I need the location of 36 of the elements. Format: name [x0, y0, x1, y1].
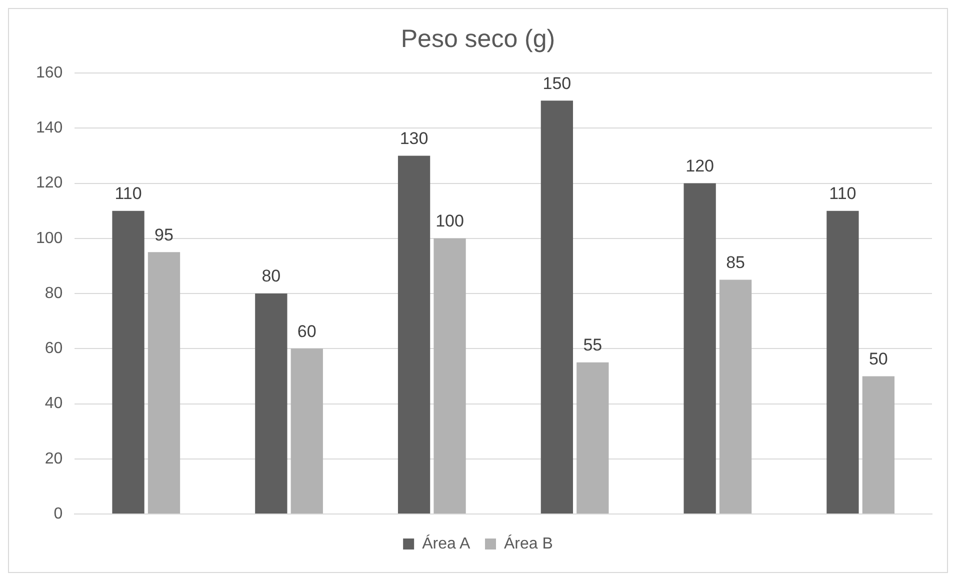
legend-label: Área B: [504, 534, 553, 552]
bar: [719, 280, 752, 514]
data-label: 60: [297, 322, 316, 341]
bar: [290, 348, 323, 514]
bar: [148, 252, 180, 514]
bar: [540, 100, 574, 514]
y-tick-label: 60: [44, 340, 63, 358]
bar: [112, 210, 144, 514]
bar: [398, 156, 430, 514]
y-tick-label: 160: [36, 64, 63, 82]
chart-title: Peso seco (g): [400, 24, 556, 53]
data-label: 130: [400, 128, 428, 148]
data-label: 150: [542, 74, 572, 93]
y-tick-label: 120: [36, 174, 63, 192]
bar: [684, 183, 716, 514]
y-tick-label: 0: [54, 505, 63, 522]
data-label: 55: [583, 336, 602, 355]
bar: [255, 294, 288, 514]
bar: [434, 238, 466, 514]
y-tick-label: 40: [44, 395, 63, 412]
data-label: 110: [114, 184, 142, 203]
y-tick-label: 100: [36, 230, 63, 247]
data-label: 85: [726, 252, 745, 272]
data-label: 120: [686, 156, 714, 176]
data-label: 110: [829, 184, 856, 203]
y-tick-label: 80: [44, 284, 63, 302]
data-label: 50: [868, 349, 888, 368]
bar: [826, 210, 859, 514]
data-label: 100: [436, 212, 464, 231]
legend-label: Área A: [422, 534, 470, 552]
data-label: 95: [154, 225, 174, 244]
y-tick-label: 140: [36, 120, 63, 137]
bar: [576, 362, 609, 514]
bar: [862, 376, 894, 514]
data-label: 80: [262, 266, 281, 286]
y-tick-label: 20: [44, 450, 63, 468]
